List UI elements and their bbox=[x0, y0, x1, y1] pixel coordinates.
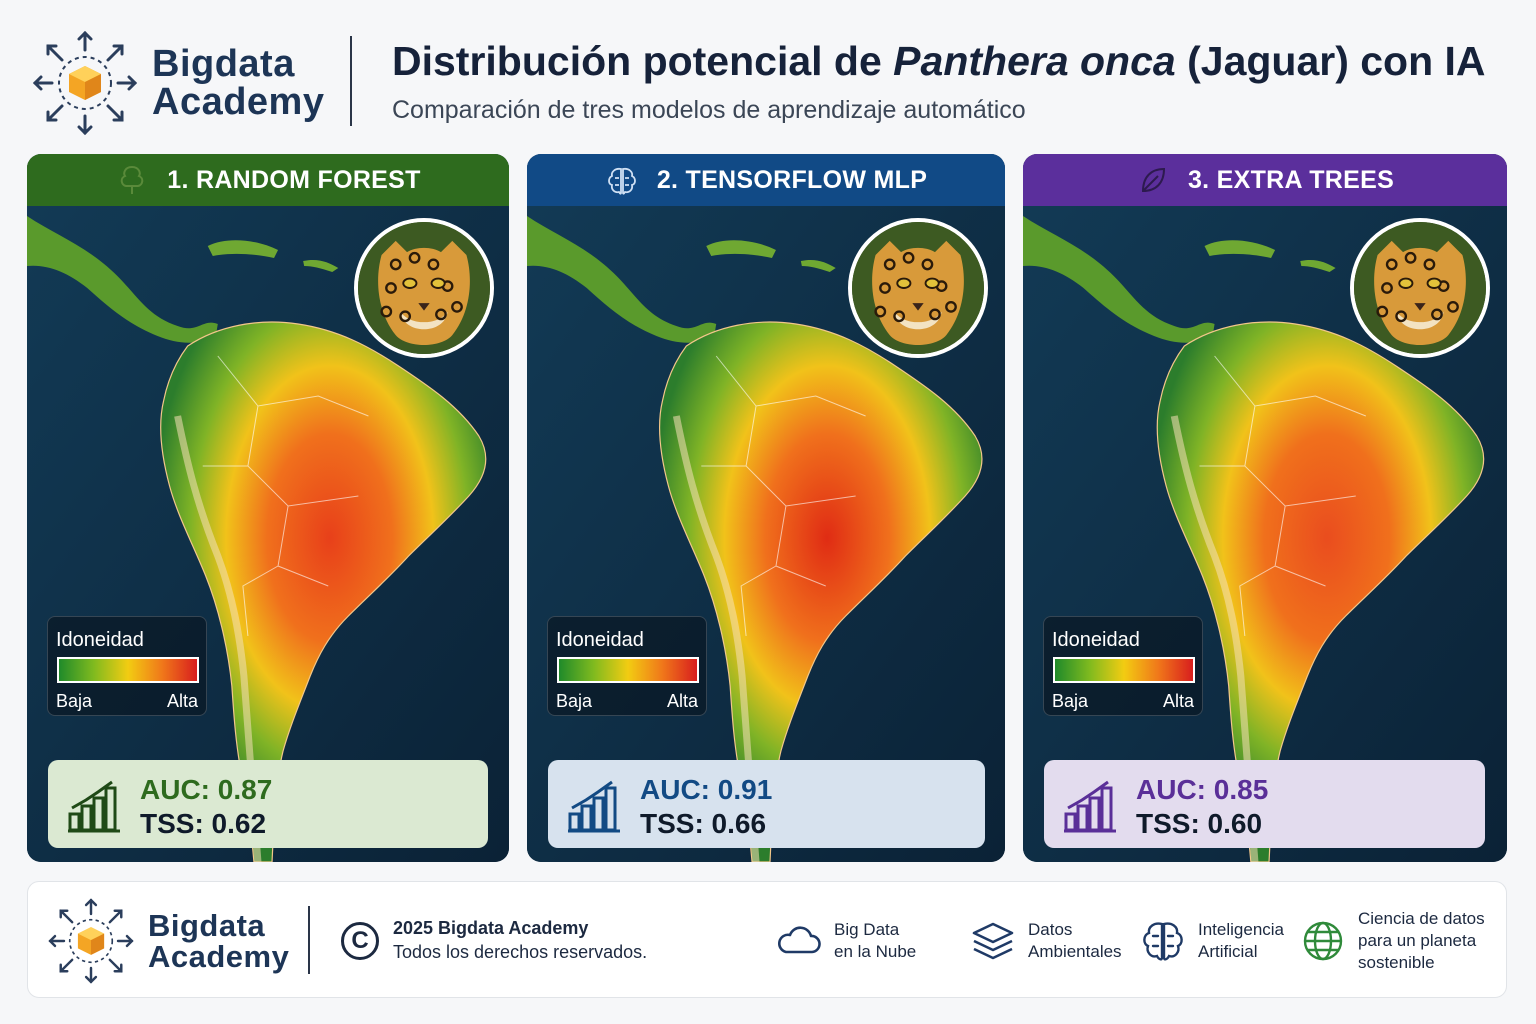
copyright-line1: 2025 Bigdata Academy bbox=[393, 918, 589, 938]
brand-logo[interactable]: Bigdata Academy bbox=[30, 28, 330, 138]
footer-brand-line1: Bigdata bbox=[148, 908, 266, 943]
tss-score: TSS: 0.62 bbox=[140, 808, 267, 839]
legend-color-bar bbox=[557, 657, 699, 683]
brain-icon bbox=[607, 167, 636, 195]
copyright-icon: C bbox=[341, 922, 379, 960]
bar-chart-icon bbox=[1064, 780, 1116, 833]
legend-low-label: Baja bbox=[1052, 691, 1089, 711]
legend-high-label: Alta bbox=[166, 691, 198, 711]
panel-title: 2. TENSORFLOW MLP bbox=[656, 165, 928, 194]
brand-name: Bigdata Academy bbox=[152, 45, 324, 121]
globe-icon bbox=[1303, 921, 1343, 961]
jaguar-photo bbox=[848, 218, 988, 358]
brand-line2: Academy bbox=[152, 81, 325, 123]
bar-chart-icon bbox=[568, 780, 620, 833]
metrics-box: AUC: 0.85 TSS: 0.60 bbox=[1044, 760, 1485, 848]
feature-layers: Datos Ambientales bbox=[968, 906, 1122, 976]
feature-globe-line3: sostenible bbox=[1358, 953, 1435, 972]
header: Bigdata Academy Distribución potencial d… bbox=[0, 0, 1536, 150]
feature-cloud: Big Data en la Nube bbox=[774, 906, 916, 976]
brain-icon bbox=[1143, 922, 1183, 961]
auc-score: AUC: 0.91 bbox=[640, 774, 773, 805]
metrics-box: AUC: 0.91 TSS: 0.66 bbox=[548, 760, 985, 848]
legend-low-label: Baja bbox=[56, 691, 93, 711]
cube-network-icon bbox=[32, 30, 138, 136]
title-part2: (Jaguar) con IA bbox=[1175, 38, 1486, 84]
panel-header: 3. EXTRA TREES bbox=[1023, 154, 1507, 206]
legend-title: Idoneidad bbox=[1052, 629, 1140, 651]
footer-brand-logo[interactable]: Bigdata Academy bbox=[46, 896, 296, 986]
feature-ai-line2: Artificial bbox=[1198, 942, 1258, 961]
panel-header: 2. TENSORFLOW MLP bbox=[527, 154, 1005, 206]
feature-globe: Ciencia de datos para un planeta sostenibl… bbox=[1298, 902, 1485, 980]
feature-ai-line1: Inteligencia bbox=[1198, 920, 1285, 939]
leaf-icon bbox=[1141, 167, 1165, 193]
legend-high-label: Alta bbox=[666, 691, 698, 711]
model-panel-extra-trees: 3. EXTRA TREES bbox=[1023, 154, 1507, 862]
header-divider bbox=[350, 36, 352, 126]
cloud-icon bbox=[777, 926, 821, 954]
panel-header: 1. RANDOM FOREST bbox=[27, 154, 509, 206]
suitability-legend: Idoneidad Baja Alta bbox=[47, 616, 207, 716]
feature-layers-line1: Datos bbox=[1028, 920, 1073, 939]
auc-score: AUC: 0.85 bbox=[1136, 774, 1269, 805]
suitability-legend: Idoneidad Baja Alta bbox=[547, 616, 707, 716]
feature-layers-line2: Ambientales bbox=[1028, 942, 1122, 961]
legend-high-label: Alta bbox=[1162, 691, 1194, 711]
legend-color-bar bbox=[57, 657, 199, 683]
footer-divider bbox=[308, 906, 310, 974]
feature-globe-line2: para un planeta bbox=[1358, 931, 1477, 950]
suitability-legend: Idoneidad Baja Alta bbox=[1043, 616, 1203, 716]
metrics-box: AUC: 0.87 TSS: 0.62 bbox=[48, 760, 488, 848]
title-part1: Distribución potencial de bbox=[392, 38, 894, 84]
legend-title: Idoneidad bbox=[556, 629, 644, 651]
title-species: Panthera onca bbox=[893, 38, 1176, 84]
jaguar-photo bbox=[354, 218, 494, 358]
page-title: Distribución potencial de Panthera onca … bbox=[392, 38, 1486, 85]
cube-network-icon bbox=[48, 898, 134, 984]
footer-brand-name: Bigdata Academy bbox=[148, 910, 289, 972]
footer: Bigdata Academy C 2025 Bigdata Academy T… bbox=[27, 881, 1507, 998]
feature-cloud-line1: Big Data bbox=[834, 920, 900, 939]
bar-chart-icon bbox=[68, 780, 120, 833]
feature-cloud-line2: en la Nube bbox=[834, 942, 917, 961]
feature-ai: Inteligencia Artificial bbox=[1138, 906, 1284, 976]
model-panel-random-forest: 1. RANDOM FOREST bbox=[27, 154, 509, 862]
footer-brand-line2: Academy bbox=[148, 939, 290, 974]
legend-color-bar bbox=[1053, 657, 1195, 683]
page-subtitle: Comparación de tres modelos de aprendiza… bbox=[392, 96, 1026, 124]
panel-title: 3. EXTRA TREES bbox=[1187, 165, 1395, 194]
jaguar-photo bbox=[1350, 218, 1490, 358]
panel-title: 1. RANDOM FOREST bbox=[167, 165, 421, 194]
tss-score: TSS: 0.66 bbox=[640, 808, 767, 839]
auc-score: AUC: 0.87 bbox=[140, 774, 273, 805]
brand-line1: Bigdata bbox=[152, 43, 295, 85]
tree-icon bbox=[121, 165, 144, 194]
model-panel-tensorflow-mlp: 2. TENSORFLOW MLP bbox=[527, 154, 1005, 862]
tss-score: TSS: 0.60 bbox=[1136, 808, 1263, 839]
copyright-line2: Todos los derechos reservados. bbox=[393, 942, 648, 962]
legend-low-label: Baja bbox=[556, 691, 593, 711]
legend-title: Idoneidad bbox=[56, 629, 144, 651]
feature-globe-line1: Ciencia de datos bbox=[1358, 909, 1485, 928]
layers-icon bbox=[972, 922, 1014, 960]
